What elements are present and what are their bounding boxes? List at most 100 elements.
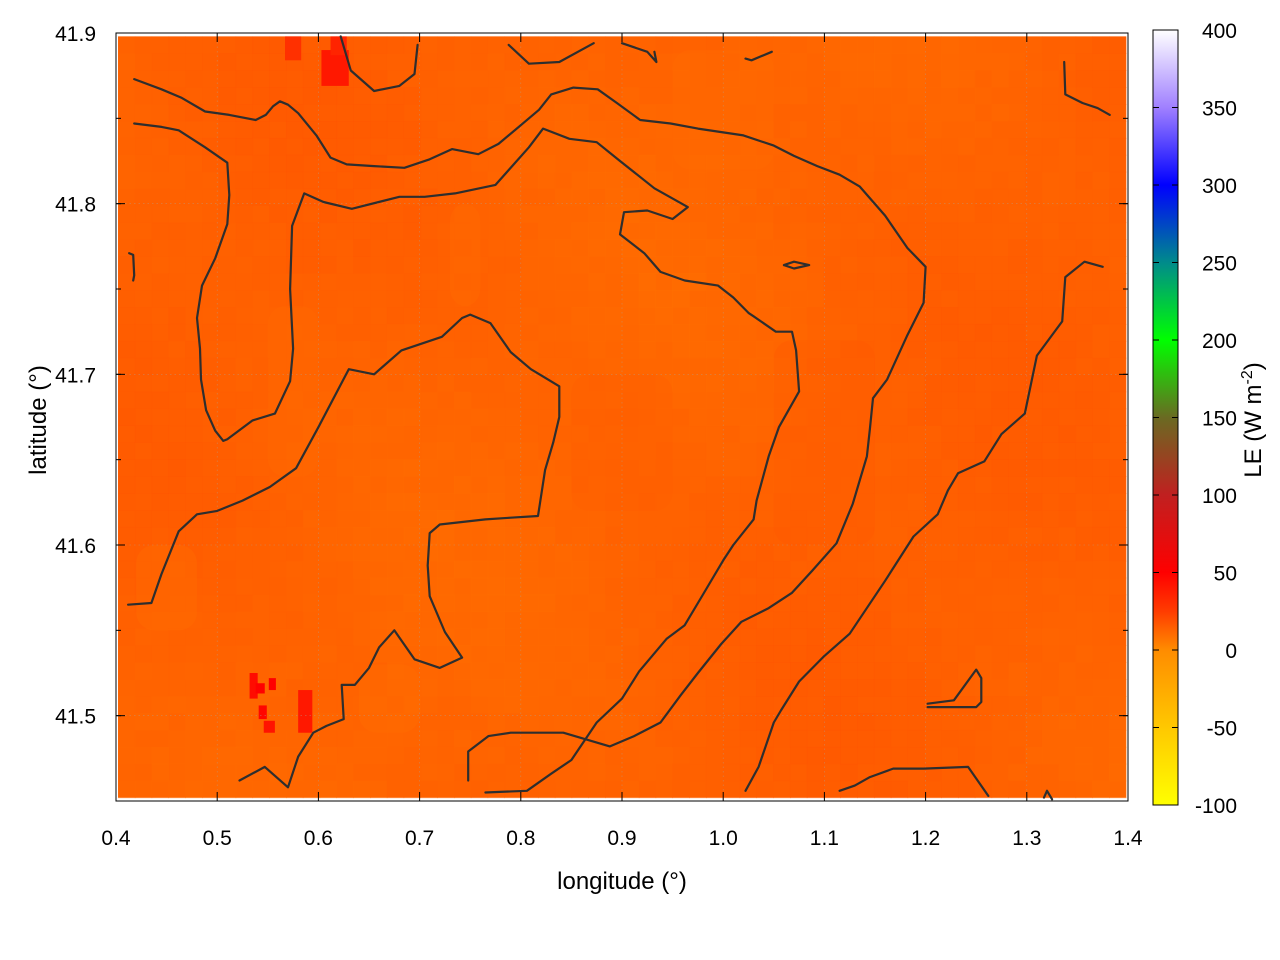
heatmap-cell xyxy=(1092,645,1110,663)
heatmap-cell xyxy=(890,87,909,105)
heatmap-cell xyxy=(789,104,808,122)
heatmap-cell xyxy=(672,391,690,410)
heatmap-cell xyxy=(756,120,774,139)
heatmap-cell xyxy=(269,171,287,190)
heatmap-cell xyxy=(420,425,438,443)
heatmap-cell xyxy=(218,526,237,545)
heatmap-cell xyxy=(1008,307,1026,325)
heatmap-cell xyxy=(454,391,472,410)
heatmap-cell xyxy=(403,171,422,190)
heatmap-cell xyxy=(890,645,909,663)
heatmap-cell xyxy=(235,137,254,156)
heatmap-cell xyxy=(269,594,287,613)
heatmap-cell xyxy=(722,577,741,596)
heatmap-cell xyxy=(991,780,1009,799)
heatmap-cell xyxy=(386,560,405,579)
heatmap-cell xyxy=(705,222,724,240)
heatmap-patch xyxy=(136,545,197,631)
heatmap-cell xyxy=(823,256,841,274)
heatmap-cell xyxy=(941,104,959,122)
heatmap-cell xyxy=(185,611,203,630)
heatmap-cell xyxy=(353,510,371,528)
colorbar-tick-label: 100 xyxy=(1202,485,1237,508)
heatmap-cell xyxy=(941,323,959,342)
heatmap-cell xyxy=(705,374,724,393)
heatmap-cell xyxy=(118,104,136,122)
y-tick-label: 41.9 xyxy=(55,23,96,46)
heatmap-cell xyxy=(286,662,304,680)
heatmap-cell xyxy=(1109,205,1127,224)
heatmap-cell xyxy=(286,628,304,646)
heatmap-cell xyxy=(705,120,724,139)
heatmap-cell xyxy=(638,611,657,630)
heatmap-cell xyxy=(134,476,153,494)
heatmap-cell xyxy=(319,256,338,274)
heatmap-cell xyxy=(689,70,707,88)
heatmap-cell xyxy=(773,746,791,765)
heatmap-cell xyxy=(773,53,791,71)
heatmap-cell xyxy=(705,53,724,71)
heatmap-cell xyxy=(353,222,371,240)
heatmap-cell xyxy=(924,746,942,765)
heatmap-cell xyxy=(353,729,371,748)
heatmap-cell xyxy=(1058,645,1077,663)
heatmap-cell xyxy=(353,662,371,680)
heatmap-cell xyxy=(1025,120,1043,139)
heatmap-cell xyxy=(924,560,942,579)
heatmap-cell xyxy=(1041,120,1060,139)
heatmap-cell xyxy=(722,256,741,274)
heatmap-cell xyxy=(454,713,472,731)
heatmap-cell xyxy=(521,459,539,477)
heatmap-cell xyxy=(151,696,170,714)
heatmap-cell xyxy=(218,188,237,207)
heatmap-cell xyxy=(907,510,925,528)
heatmap-cell xyxy=(1041,696,1060,714)
heatmap-cell xyxy=(1008,273,1026,291)
heatmap-cell xyxy=(941,36,959,54)
heatmap-cell xyxy=(622,510,640,528)
heatmap-cell xyxy=(622,543,640,562)
heatmap-cell xyxy=(454,780,472,799)
heatmap-cell xyxy=(134,408,153,427)
heatmap-cell xyxy=(756,222,774,240)
heatmap-cell xyxy=(890,374,909,393)
heatmap-cell xyxy=(991,104,1009,122)
heatmap-cell xyxy=(202,154,220,173)
heatmap-cell xyxy=(168,53,186,71)
heatmap-cell xyxy=(185,87,203,105)
heatmap-cell xyxy=(202,679,220,697)
heatmap-cell xyxy=(202,577,220,596)
heatmap-cell xyxy=(840,120,858,139)
heatmap-cell xyxy=(588,222,606,240)
heatmap-cell xyxy=(554,780,573,799)
heatmap-cell xyxy=(185,205,203,224)
heatmap-cell xyxy=(924,154,942,173)
heatmap-cell xyxy=(756,713,774,731)
heatmap-cell xyxy=(1109,171,1127,190)
heatmap-cell xyxy=(370,391,388,410)
heatmap-cell xyxy=(319,205,338,224)
heatmap-cell xyxy=(538,713,556,731)
heatmap-cell xyxy=(202,340,220,359)
heatmap-cell xyxy=(302,560,321,579)
heatmap-cell xyxy=(890,526,909,545)
heatmap-cell xyxy=(538,70,556,88)
heatmap-cell xyxy=(991,154,1009,173)
heatmap-cell xyxy=(873,662,892,680)
heatmap-cell xyxy=(974,70,993,88)
heatmap-cell xyxy=(437,526,455,545)
heatmap-cell xyxy=(924,628,942,646)
heatmap-cell xyxy=(151,645,170,663)
heatmap-cell xyxy=(554,205,573,224)
heatmap-cell xyxy=(470,256,489,274)
heatmap-cell xyxy=(722,53,741,71)
heatmap-cell xyxy=(907,87,925,105)
heatmap-cell xyxy=(168,104,186,122)
heatmap-cell xyxy=(907,357,925,376)
heatmap-cell xyxy=(840,53,858,71)
heatmap-cell xyxy=(1025,645,1043,663)
heatmap-cell xyxy=(857,526,875,545)
heatmap-cell xyxy=(487,188,506,207)
heatmap-cell xyxy=(554,560,573,579)
heatmap-cell xyxy=(302,290,321,308)
